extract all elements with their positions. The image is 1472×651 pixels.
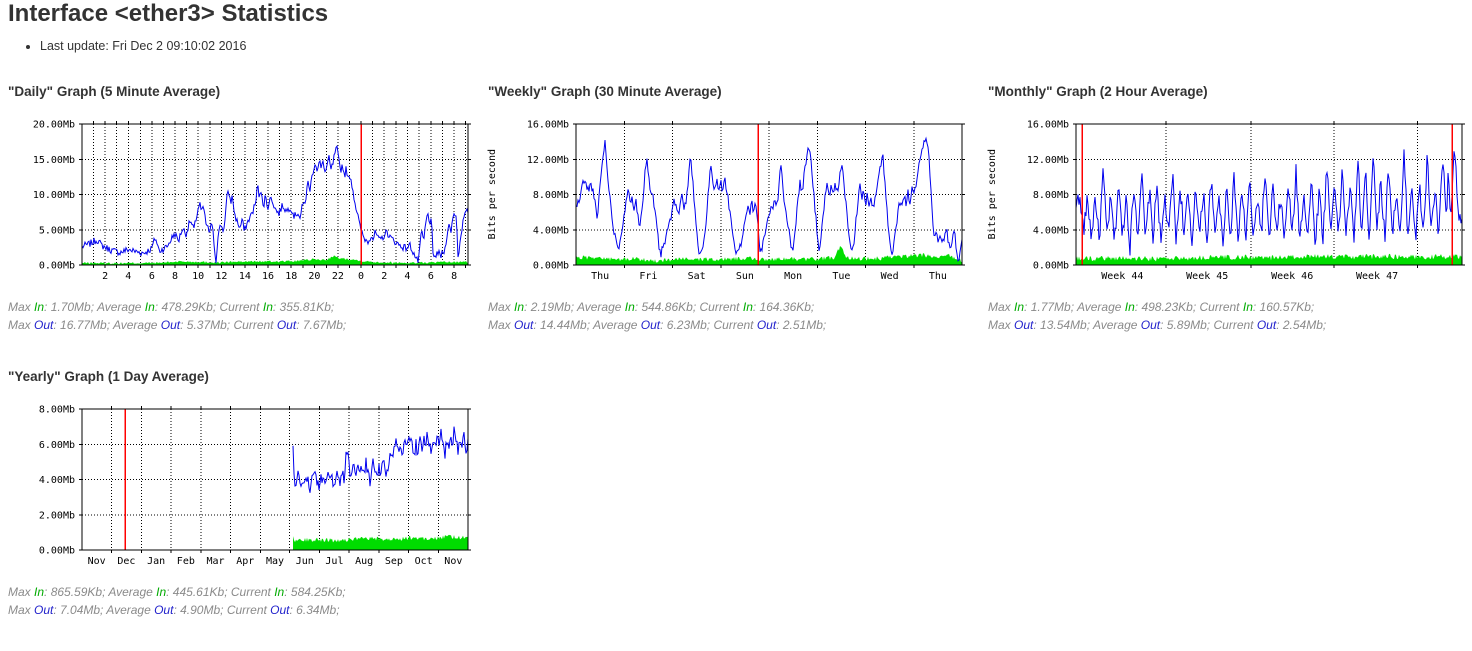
svg-text:22: 22 (332, 271, 344, 282)
svg-text:Aug: Aug (355, 556, 373, 567)
weekly-graph-title: "Weekly" Graph (30 Minute Average) (488, 84, 722, 99)
svg-text:8: 8 (172, 271, 178, 282)
yearly-graph-title: "Yearly" Graph (1 Day Average) (8, 369, 209, 384)
svg-text:6: 6 (149, 271, 155, 282)
svg-text:Mar: Mar (207, 556, 225, 567)
svg-text:4.00Mb: 4.00Mb (39, 475, 75, 486)
svg-text:Sat: Sat (688, 271, 706, 282)
svg-text:Mon: Mon (784, 271, 802, 282)
svg-text:20.00Mb: 20.00Mb (33, 120, 75, 131)
svg-text:2: 2 (102, 271, 108, 282)
svg-text:Thu: Thu (591, 271, 609, 282)
svg-text:20: 20 (308, 271, 320, 282)
svg-text:Oct: Oct (415, 556, 433, 567)
svg-text:14: 14 (239, 271, 251, 282)
last-update-label: Last update: (40, 39, 109, 53)
svg-text:8.00Mb: 8.00Mb (39, 405, 75, 416)
svg-text:16.00Mb: 16.00Mb (527, 120, 569, 131)
last-update-value: Fri Dec 2 09:10:02 2016 (112, 39, 247, 53)
svg-text:2: 2 (381, 271, 387, 282)
yearly-traffic-graph: 8.00Mb 6.00Mb 4.00Mb 2.00Mb 0.00Mb Nov Dec Jan F… (39, 405, 471, 567)
svg-text:Week 47: Week 47 (1356, 271, 1398, 282)
svg-text:Week 46: Week 46 (1271, 271, 1313, 282)
svg-text:Jan: Jan (147, 556, 165, 567)
weekly-stats: Max In: 2.19Mb; Average In: 544.86Kb; Cu… (488, 298, 974, 334)
svg-text:Sep: Sep (385, 556, 403, 567)
last-update-item: Last update: Fri Dec 2 09:10:02 2016 (40, 38, 246, 54)
daily-graph-title: "Daily" Graph (5 Minute Average) (8, 84, 221, 99)
update-list: Last update: Fri Dec 2 09:10:02 2016 (20, 38, 246, 54)
svg-text:0: 0 (358, 271, 364, 282)
monthly-graph-title: "Monthly" Graph (2 Hour Average) (988, 84, 1208, 99)
svg-text:16: 16 (262, 271, 274, 282)
svg-text:18: 18 (285, 271, 297, 282)
stats-in-line: Max In: 865.59Kb; Average In: 445.61Kb; … (8, 585, 346, 599)
svg-text:May: May (266, 556, 284, 567)
yearly-stats: Max In: 865.59Kb; Average In: 445.61Kb; … (8, 583, 480, 619)
svg-text:12: 12 (215, 271, 227, 282)
graph-block-daily: "Daily" Graph (5 Minute Average) 20.00Mb… (6, 84, 480, 334)
svg-text:Week 44: Week 44 (1101, 271, 1143, 282)
bits-per-second-label: Bits per second (487, 149, 498, 240)
bits-per-second-label: Bits per second (987, 149, 998, 240)
svg-text:Wed: Wed (881, 271, 899, 282)
weekly-traffic-graph: 16.00Mb 12.00Mb 8.00Mb 4.00Mb 0.00Mb Thu Fri Sa… (527, 120, 965, 282)
svg-text:8: 8 (451, 271, 457, 282)
graph-block-weekly: "Weekly" Graph (30 Minute Average) Bits … (486, 84, 974, 334)
stats-out-line: Max Out: 16.77Mb; Average Out: 5.37Mb; C… (8, 318, 347, 332)
svg-text:Nov: Nov (88, 556, 106, 567)
svg-text:16.00Mb: 16.00Mb (1027, 120, 1069, 131)
svg-text:4.00Mb: 4.00Mb (533, 225, 569, 236)
svg-text:Jun: Jun (296, 556, 314, 567)
svg-text:Sun: Sun (736, 271, 754, 282)
stats-in-line: Max In: 1.77Mb; Average In: 498.23Kb; Cu… (988, 300, 1315, 314)
svg-text:6: 6 (428, 271, 434, 282)
svg-text:0.00Mb: 0.00Mb (39, 546, 75, 557)
stats-in-line: Max In: 2.19Mb; Average In: 544.86Kb; Cu… (488, 300, 815, 314)
stats-out-line: Max Out: 7.04Mb; Average Out: 4.90Mb; Cu… (8, 603, 340, 617)
monthly-traffic-graph: 16.00Mb 12.00Mb 8.00Mb 4.00Mb 0.00Mb Week 44 W… (1027, 120, 1465, 282)
svg-text:12.00Mb: 12.00Mb (1027, 155, 1069, 166)
svg-text:Nov: Nov (444, 556, 462, 567)
svg-text:10.00Mb: 10.00Mb (33, 190, 75, 201)
svg-text:Thu: Thu (929, 271, 947, 282)
svg-text:Dec: Dec (117, 556, 135, 567)
svg-text:12.00Mb: 12.00Mb (527, 155, 569, 166)
svg-text:10: 10 (192, 271, 204, 282)
svg-text:Jul: Jul (325, 556, 343, 567)
svg-text:15.00Mb: 15.00Mb (33, 155, 75, 166)
svg-text:5.00Mb: 5.00Mb (39, 225, 75, 236)
graph-block-monthly: "Monthly" Graph (2 Hour Average) Bits pe… (986, 84, 1472, 334)
svg-text:6.00Mb: 6.00Mb (39, 440, 75, 451)
graph-block-yearly: "Yearly" Graph (1 Day Average) 8.00Mb 6.0… (6, 369, 480, 619)
stats-in-line: Max In: 1.70Mb; Average In: 478.29Kb; Cu… (8, 300, 335, 314)
daily-stats: Max In: 1.70Mb; Average In: 478.29Kb; Cu… (8, 298, 480, 334)
svg-text:8.00Mb: 8.00Mb (533, 190, 569, 201)
monthly-stats: Max In: 1.77Mb; Average In: 498.23Kb; Cu… (988, 298, 1472, 334)
svg-text:Feb: Feb (177, 556, 195, 567)
page-title: Interface <ether3> Statistics (8, 0, 329, 27)
daily-traffic-graph: 20.00Mb 15.00Mb 10.00Mb 5.00Mb 0.00Mb 2 4 6 8 10 1… (33, 120, 471, 282)
svg-text:0.00Mb: 0.00Mb (1033, 261, 1069, 272)
stats-out-line: Max Out: 14.44Mb; Average Out: 6.23Mb; C… (488, 318, 827, 332)
svg-text:Tue: Tue (832, 271, 850, 282)
svg-text:Week 45: Week 45 (1186, 271, 1228, 282)
svg-text:2.00Mb: 2.00Mb (39, 510, 75, 521)
svg-text:0.00Mb: 0.00Mb (39, 261, 75, 272)
svg-text:4: 4 (125, 271, 131, 282)
svg-text:0.00Mb: 0.00Mb (533, 261, 569, 272)
svg-text:4.00Mb: 4.00Mb (1033, 225, 1069, 236)
svg-text:4: 4 (404, 271, 410, 282)
svg-text:8.00Mb: 8.00Mb (1033, 190, 1069, 201)
stats-out-line: Max Out: 13.54Mb; Average Out: 5.89Mb; C… (988, 318, 1327, 332)
svg-text:Fri: Fri (639, 271, 657, 282)
svg-text:Apr: Apr (236, 556, 254, 567)
